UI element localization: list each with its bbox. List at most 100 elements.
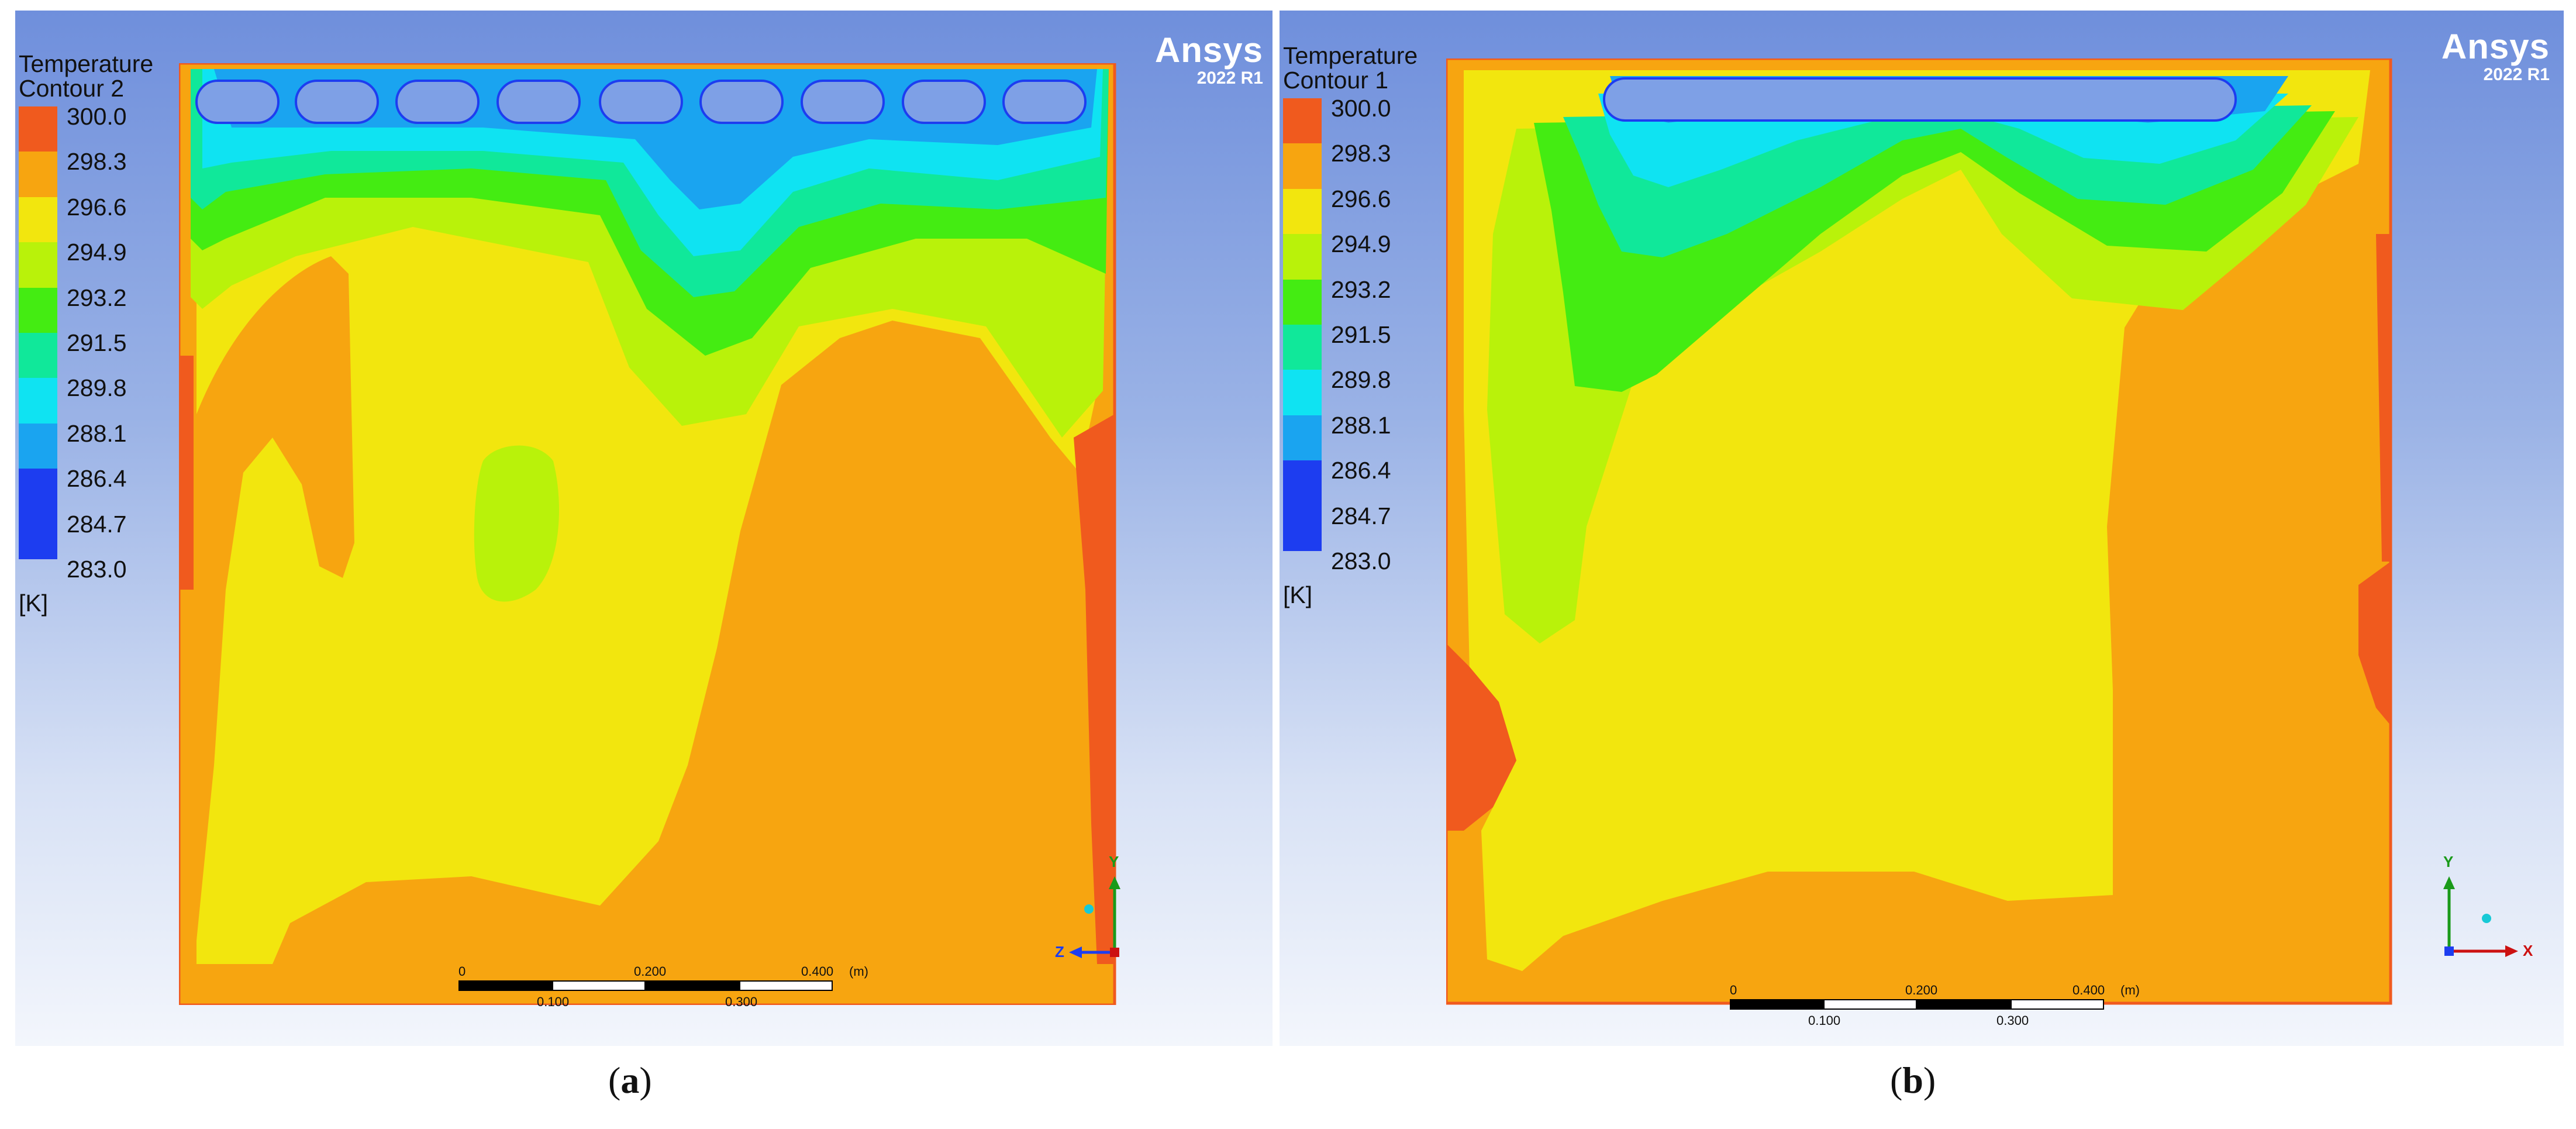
legend-value: 293.2 (67, 284, 127, 311)
legend-value: 286.4 (67, 465, 127, 492)
legend-value: 294.9 (67, 239, 127, 266)
scale-label: 0.100 (537, 994, 570, 1009)
contour-region-red (2358, 562, 2391, 725)
legend-swatch (19, 287, 57, 333)
scale-label: 0.400 (2072, 983, 2105, 997)
inlet-slot (801, 80, 885, 124)
y-axis-label: Y (2443, 853, 2454, 870)
inlet-slot (1002, 80, 1087, 124)
legend-value: 289.8 (1331, 366, 1391, 393)
contour-region-red (179, 356, 194, 590)
scale-unit: (m) (2120, 983, 2140, 997)
legend-value: 298.3 (1331, 140, 1391, 167)
legend-value: 291.5 (1331, 321, 1391, 348)
color-legend-bar (19, 106, 57, 559)
legend-units: [K] (19, 590, 49, 617)
inlet-slot (496, 80, 581, 124)
contour-region-lime (474, 445, 559, 602)
contour-region-red (2376, 234, 2391, 562)
legend-swatch (19, 106, 57, 152)
z-axis-label: Z (1055, 943, 1064, 961)
inlet-slot (902, 80, 986, 124)
title-line-1: Temperature (19, 50, 154, 77)
x-axis-dot (1110, 948, 1119, 957)
axis-triad: Y X (2432, 853, 2537, 964)
legend-value: 293.2 (1331, 276, 1391, 303)
inlet-slot (195, 80, 280, 124)
caption-letter: a (620, 1059, 640, 1101)
scale-label: 0.300 (725, 994, 758, 1009)
z-axis-dot (2444, 946, 2454, 956)
contour-region-red (1446, 643, 1516, 831)
inlet-slot (699, 80, 784, 124)
scale-segment (2011, 999, 2104, 1010)
logo-brand: Ansys (1154, 30, 1263, 70)
temperature-contour-plot (1446, 58, 2392, 1005)
scale-segment (1730, 999, 1823, 1010)
inlet-slot (395, 80, 480, 124)
legend-swatch (1283, 279, 1322, 325)
title-line-2: Contour 1 (1283, 67, 1389, 94)
color-legend-bar (1283, 98, 1322, 551)
legend-value: 283.0 (1331, 548, 1391, 574)
scale-segment (1823, 999, 1917, 1010)
scale-segment (1917, 999, 2011, 1010)
logo-version: 2022 R1 (2483, 65, 2550, 84)
legend-swatch (19, 197, 57, 243)
contour-panel-a: Temperature Contour 2 300.0 298.3 296.6 … (15, 11, 1273, 1046)
scale-bar: 0 0.200 0.400 (m) 0.100 0.300 (458, 964, 868, 1011)
contour-title: Temperature Contour 1 (1283, 43, 1418, 92)
z-axis-arrowhead (1069, 946, 1082, 958)
legend-swatch (1283, 324, 1322, 370)
inlet-slot (599, 80, 683, 124)
legend-swatch (1283, 370, 1322, 415)
axis-triad-graphic (1069, 876, 1120, 958)
legend-value: 300.0 (1331, 95, 1391, 122)
legend-swatch (19, 423, 57, 469)
contour-region-orange (196, 256, 354, 941)
legend-swatch (1283, 143, 1322, 189)
scale-label: 0.300 (1996, 1013, 2029, 1028)
legend-value: 291.5 (67, 329, 127, 356)
x-axis-arrowhead (2505, 945, 2518, 957)
legend-swatch (19, 332, 57, 378)
legend-swatch (19, 469, 57, 514)
scale-segment (739, 980, 833, 991)
scale-label: 0.200 (1905, 983, 1938, 997)
scale-label: 0.200 (634, 964, 667, 979)
logo-brand: Ansys (2441, 27, 2550, 66)
temperature-contour-plot (179, 63, 1116, 1005)
axis-triad-graphic (2443, 876, 2518, 957)
contour-region-yellow (196, 133, 1097, 964)
legend-value: 296.6 (1331, 185, 1391, 212)
legend-swatch (19, 514, 57, 559)
scale-segment (646, 980, 739, 991)
view-sphere (2482, 914, 2491, 923)
ansys-logo: Ansys 2022 R1 (1155, 32, 1263, 88)
plot-border (179, 63, 1116, 1005)
scale-bar: 0 0.200 0.400 (m) 0.100 0.300 (1730, 983, 2140, 1030)
title-line-1: Temperature (1283, 42, 1418, 69)
scale-segment (552, 980, 646, 991)
legend-value: 296.6 (67, 194, 127, 221)
scale-label: 0 (458, 964, 466, 979)
contour-region-red (1074, 414, 1115, 964)
axis-triad: Y Z (1055, 853, 1132, 964)
scale-label: 0 (1730, 983, 1737, 997)
contour-panel-b: Temperature Contour 1 300.0 298.3 296.6 … (1280, 11, 2564, 1046)
legend-swatch (1283, 98, 1322, 144)
ansys-logo: Ansys 2022 R1 (2441, 28, 2550, 84)
scale-label: 0.100 (1808, 1013, 1841, 1028)
legend-value: 298.3 (67, 148, 127, 175)
legend-swatch (1283, 188, 1322, 235)
legend-value: 288.1 (1331, 412, 1391, 439)
inlet-slot (1603, 77, 2237, 122)
view-sphere (1084, 904, 1094, 914)
y-axis-arrowhead (1109, 876, 1120, 889)
y-axis-label: Y (1109, 853, 1119, 870)
y-axis-arrowhead (2443, 876, 2455, 889)
title-line-2: Contour 2 (19, 75, 125, 102)
caption-letter: b (1902, 1059, 1923, 1101)
legend-value: 286.4 (1331, 457, 1391, 484)
scale-unit: (m) (849, 964, 868, 979)
